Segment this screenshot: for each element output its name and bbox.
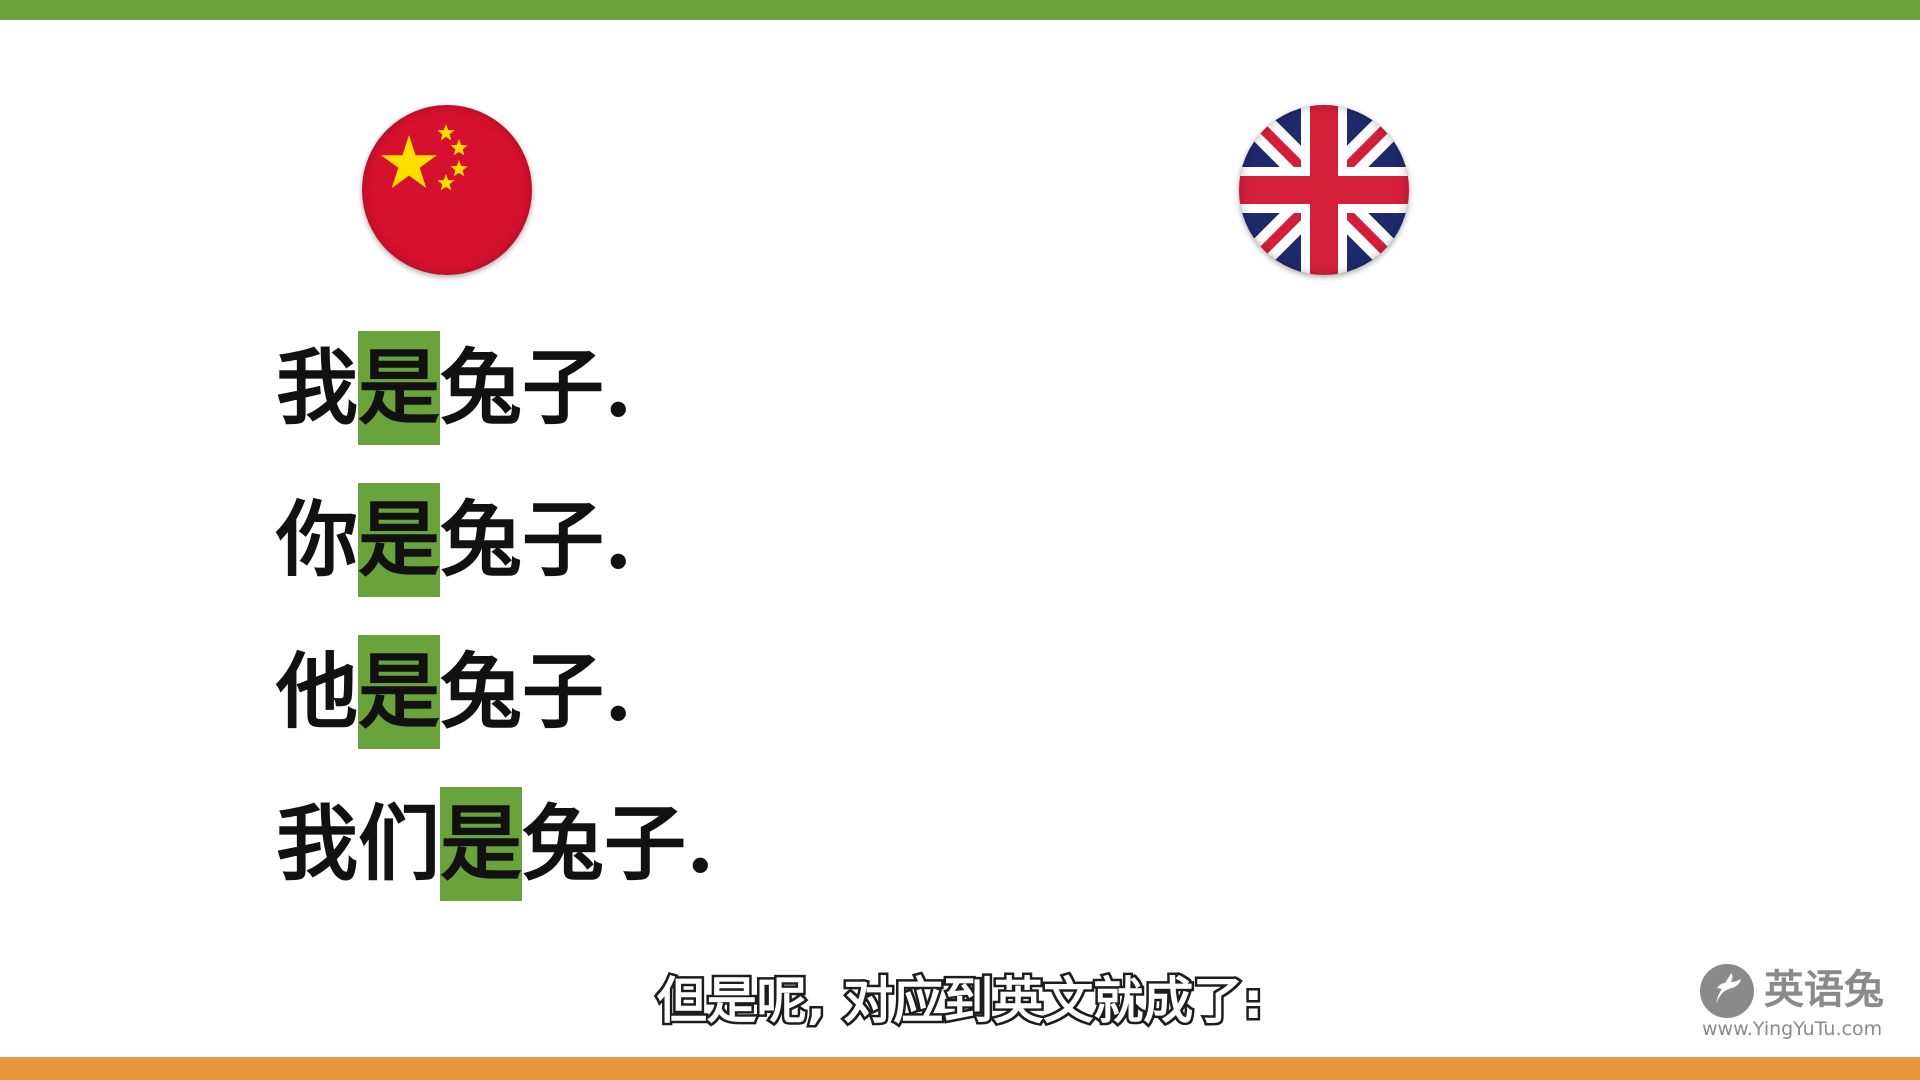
sentence-object: 兔子.: [440, 644, 633, 740]
sentence-object: 兔子.: [440, 492, 633, 588]
logo-url: www.YingYuTu.com: [1702, 1018, 1883, 1040]
rabbit-logo-icon: [1700, 964, 1754, 1018]
sentence-object: 兔子.: [440, 340, 633, 436]
sentence-subject: 他: [276, 644, 359, 740]
sentence-list: 我是兔子. 你是兔子. 他是兔子. 我们是兔子.: [276, 312, 715, 920]
rabbit-logo-graphic: [1700, 964, 1754, 1018]
subtitle-caption: 但是呢, 对应到英文就成了:: [654, 970, 1265, 1033]
sentence-2: 你是兔子.: [276, 464, 715, 616]
sentence-subject: 我: [276, 340, 359, 436]
sentence-subject: 我们: [276, 796, 441, 892]
highlighted-verb: 是: [358, 483, 441, 597]
highlighted-verb: 是: [358, 635, 441, 749]
china-flag-graphic: [362, 105, 532, 275]
sentence-4: 我们是兔子.: [276, 768, 715, 920]
brand-logo: 英语兔 www.YingYuTu.com: [1700, 960, 1900, 1040]
sentence-object: 兔子.: [522, 796, 715, 892]
highlighted-verb: 是: [440, 787, 523, 901]
sentence-1: 我是兔子.: [276, 312, 715, 464]
uk-flag-graphic: [1239, 105, 1409, 275]
logo-name: 英语兔: [1764, 966, 1884, 1013]
china-flag-icon: [362, 105, 532, 275]
highlighted-verb: 是: [358, 331, 441, 445]
bottom-bar: [0, 1057, 1920, 1080]
sentence-subject: 你: [276, 492, 359, 588]
sentence-3: 他是兔子.: [276, 616, 715, 768]
top-bar: [0, 0, 1920, 20]
uk-flag-icon: [1239, 105, 1409, 275]
